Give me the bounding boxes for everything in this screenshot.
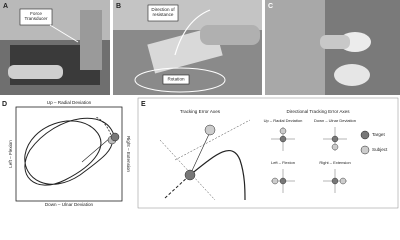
photo-handle [334,64,370,86]
panel-label: B [116,3,121,10]
target-marker [331,177,339,185]
panel-label: A [3,3,8,10]
photo-person [265,0,325,95]
photo-forearm [200,25,260,45]
direction-label: Left – Flexion [271,160,295,165]
axis [159,139,216,201]
frame [15,106,123,202]
subject-marker [271,177,279,185]
photo-frame [80,10,102,70]
arrow [81,137,111,163]
target-marker [279,177,287,185]
panel-d: D Up – Radial Deviation Down – Ulnar Dev… [2,100,131,207]
legend-label: Subject [372,147,388,152]
section-title: Directional Tracking Error Axes [286,109,350,114]
callout-box [162,74,190,85]
direction-label: Down – Ulnar Deviation [314,118,356,123]
callout-text: Direction of resistance [151,7,175,17]
panel-e: E Tracking Error Axes Directional Tracki… [137,97,399,209]
direction-label: Up – Radial Deviation [264,118,303,123]
subject-marker [331,143,339,151]
direction-diagrams: Up – Radial Deviation Down – Ulnar Deviat… [264,118,356,193]
target-marker [184,169,196,181]
error-vector [189,131,211,176]
subject-marker [204,124,216,136]
axis [174,119,251,161]
legend-label: Target [372,132,385,137]
callout-box [147,4,179,22]
trajectory [24,117,116,186]
axis-label: Down – Ulnar Deviation [45,202,94,207]
panel-a: Force Transducer A [0,0,110,95]
legend-swatch [360,145,370,155]
photo-arm [320,35,350,49]
callout-text: Force Transducer [24,11,48,21]
future-path [94,116,113,139]
frame [137,97,399,209]
rotation-arc [134,67,226,93]
direction-label: Right – Extension [319,160,350,165]
legend-swatch [360,130,370,140]
past-path [164,174,191,199]
target-marker [331,135,339,143]
trajectory [189,149,246,201]
panel-label: E [141,101,146,108]
panel-c: C [265,0,400,95]
axis-label: Right – Extension [126,136,131,172]
callout-text: Rotation [167,77,185,82]
target-marker [279,135,287,143]
arrow [49,24,79,43]
target-marker [110,132,120,142]
panel-label: C [268,3,273,10]
panel-b: Direction of resistance Rotation B [113,0,262,95]
subject-marker [279,127,287,135]
callout-box [19,8,53,26]
figure: Force Transducer A Direction of resistance… [0,0,400,209]
resistance-arrow [174,9,211,56]
axis-label: Up – Radial Deviation [47,100,92,105]
panel-label: D [2,101,7,108]
subject-marker [339,177,347,185]
section-title: Tracking Error Axes [180,109,221,114]
photo-forearm [8,65,63,79]
axis-label: Left – Flexion [8,140,13,168]
